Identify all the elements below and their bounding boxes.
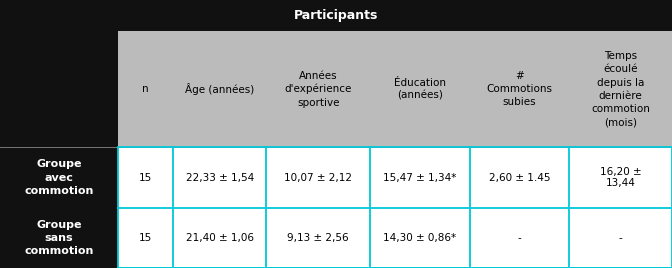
Text: Groupe
sans
commotion: Groupe sans commotion — [24, 220, 93, 256]
Bar — [0, 31, 118, 147]
Text: 2,60 ± 1.45: 2,60 ± 1.45 — [489, 173, 550, 183]
Bar — [0, 147, 118, 208]
Text: 15: 15 — [139, 233, 152, 243]
Text: n: n — [142, 84, 149, 94]
Text: Âge (années): Âge (années) — [185, 83, 255, 95]
Bar — [118, 208, 672, 268]
Text: -: - — [619, 233, 622, 243]
Text: 22,33 ± 1,54: 22,33 ± 1,54 — [185, 173, 254, 183]
Text: -: - — [517, 233, 521, 243]
Text: 16,20 ±
13,44: 16,20 ± 13,44 — [600, 167, 641, 188]
Text: 15: 15 — [139, 173, 152, 183]
Text: Participants: Participants — [294, 9, 378, 22]
Text: Groupe
avec
commotion: Groupe avec commotion — [24, 159, 93, 196]
Text: 14,30 ± 0,86*: 14,30 ± 0,86* — [384, 233, 456, 243]
Text: Éducation
(années): Éducation (années) — [394, 77, 446, 101]
Bar — [118, 147, 672, 268]
Bar — [0, 208, 118, 268]
Text: #
Commotions
subies: # Commotions subies — [487, 71, 552, 107]
Text: 21,40 ± 1,06: 21,40 ± 1,06 — [185, 233, 254, 243]
Text: 9,13 ± 2,56: 9,13 ± 2,56 — [288, 233, 349, 243]
Bar — [0, 31, 672, 147]
Bar — [118, 147, 672, 208]
Text: Temps
écoulé
depuis la
dernière
commotion
(mois): Temps écoulé depuis la dernière commotio… — [591, 51, 650, 127]
Text: 15,47 ± 1,34*: 15,47 ± 1,34* — [383, 173, 457, 183]
Bar — [0, 0, 672, 31]
Text: 10,07 ± 2,12: 10,07 ± 2,12 — [284, 173, 352, 183]
Text: Années
d'expérience
sportive: Années d'expérience sportive — [284, 70, 352, 108]
